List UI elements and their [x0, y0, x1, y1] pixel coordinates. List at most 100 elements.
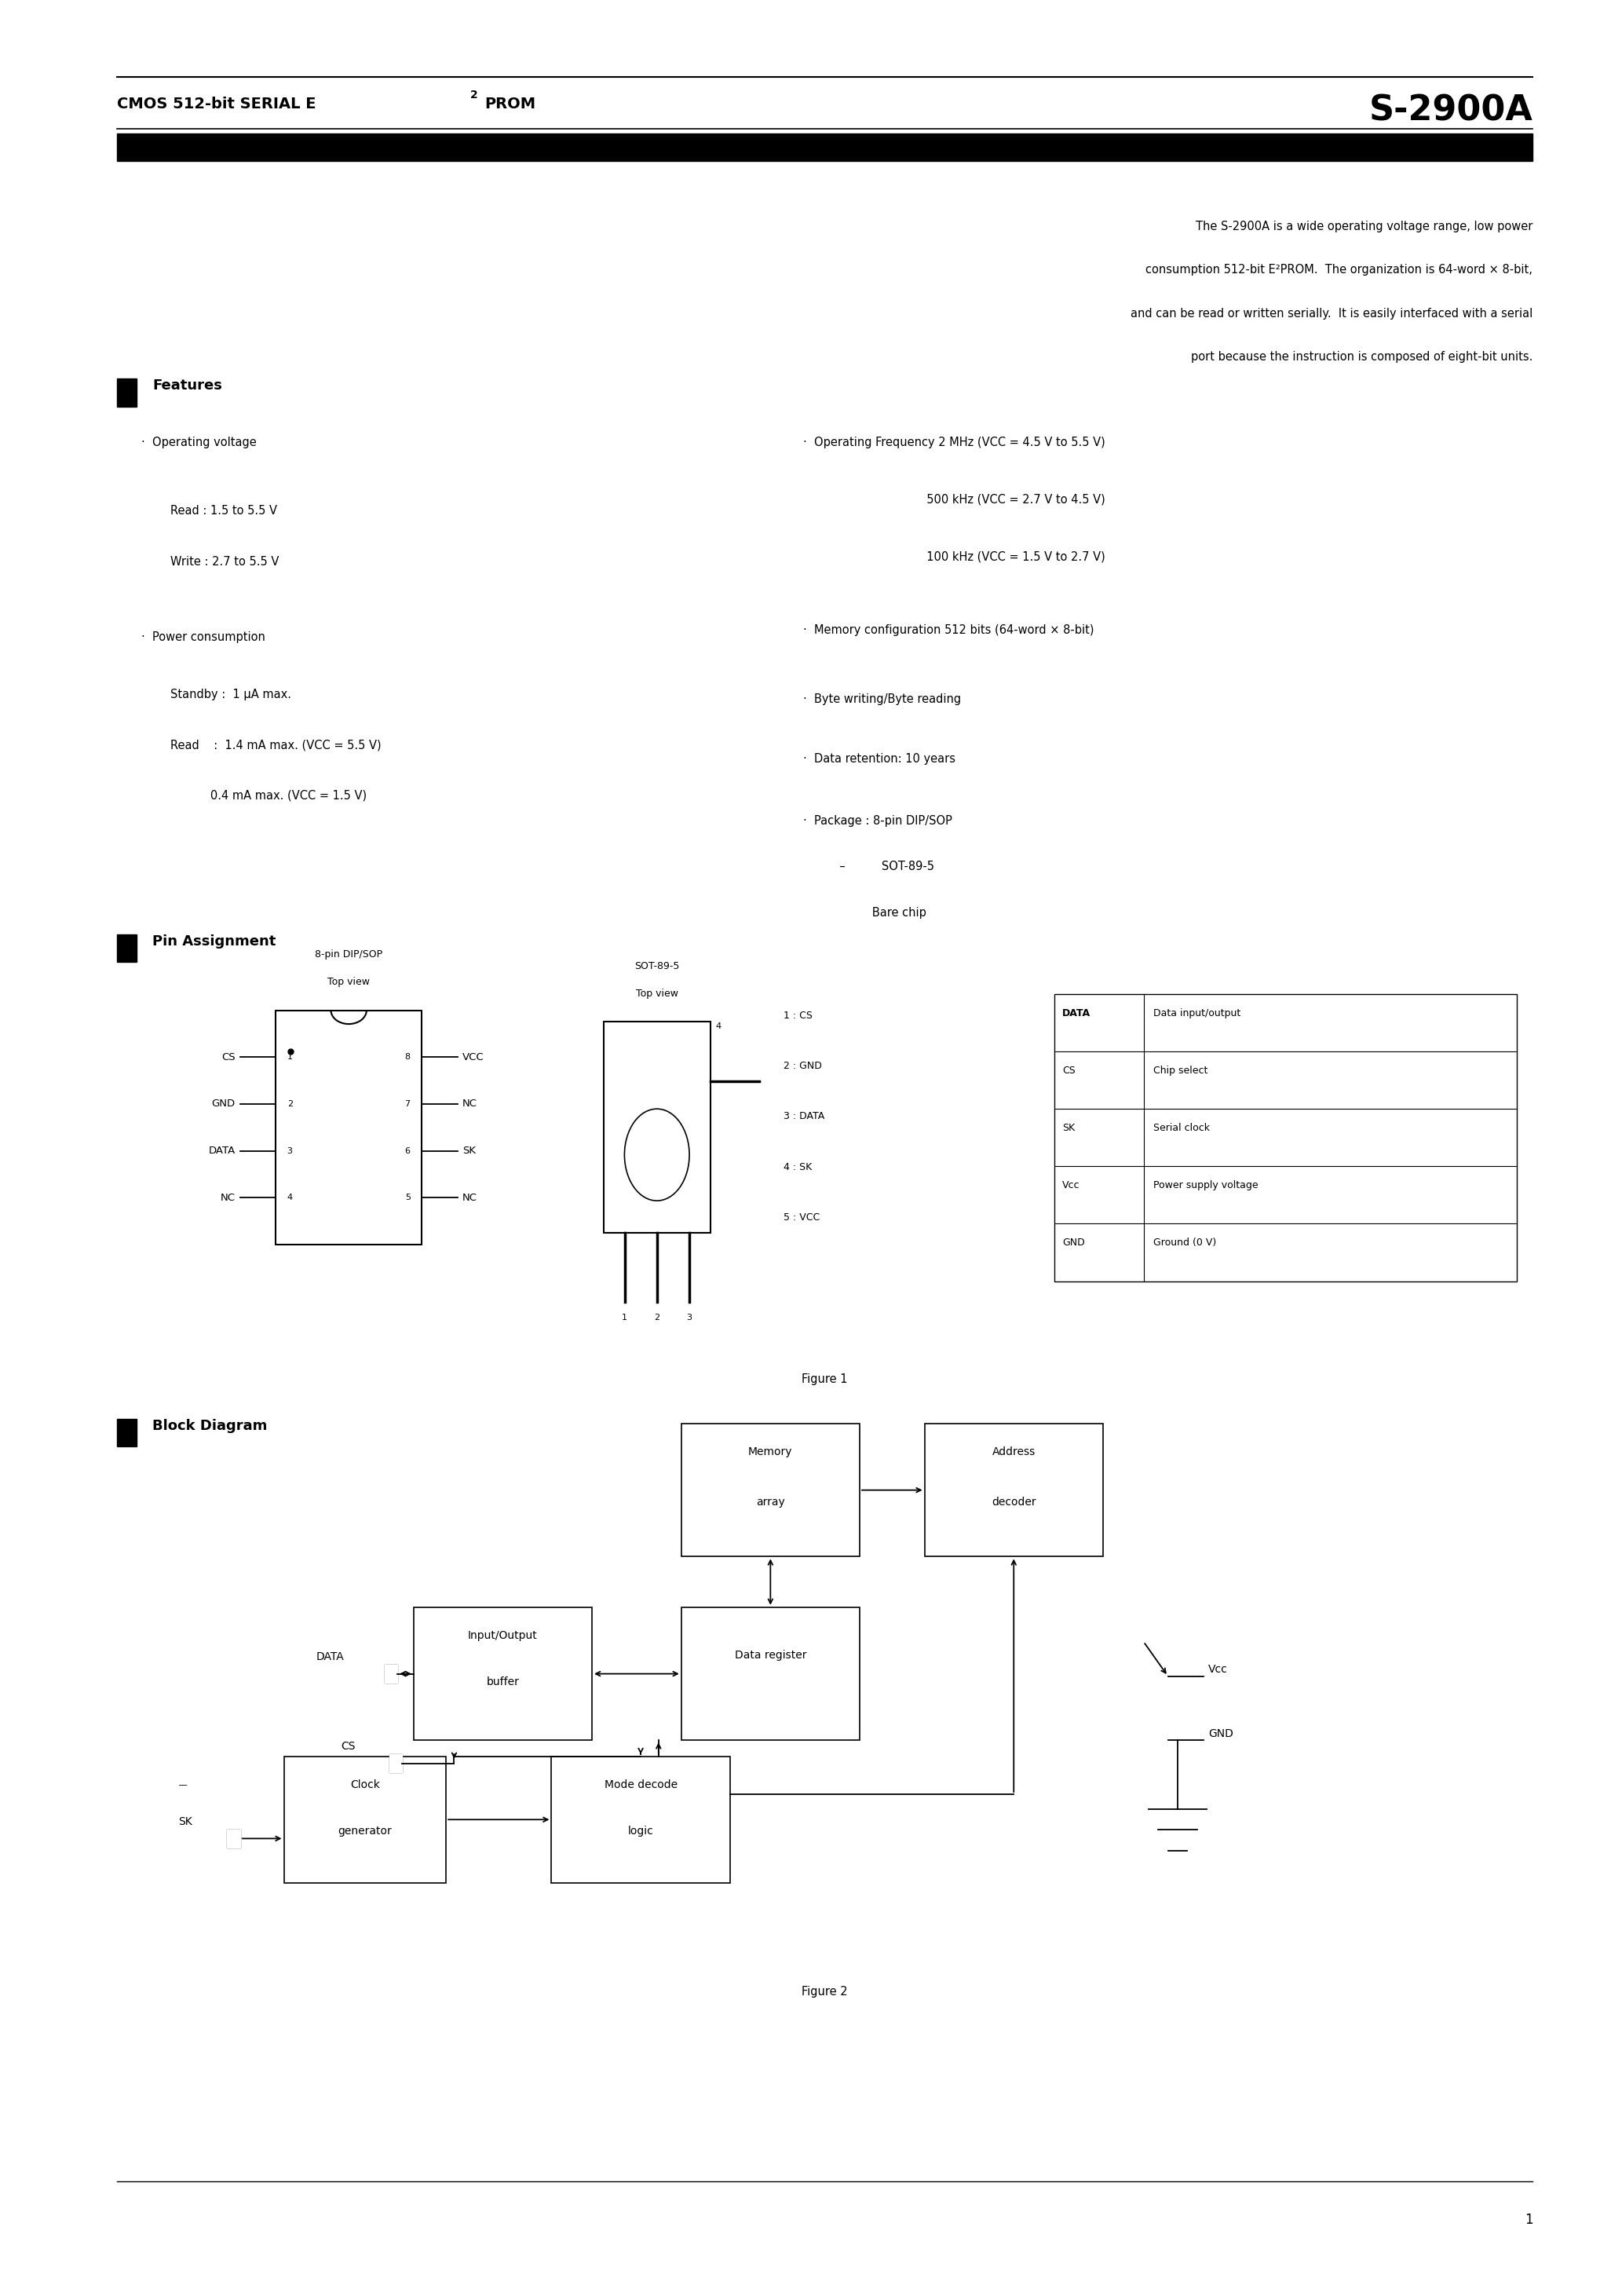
Text: Figure 1: Figure 1 — [801, 1373, 848, 1384]
Text: 7: 7 — [406, 1100, 410, 1109]
Text: CS: CS — [1062, 1065, 1075, 1075]
Text: Figure 2: Figure 2 — [801, 1986, 848, 1998]
Text: Bare chip: Bare chip — [803, 907, 926, 918]
Text: decoder: decoder — [991, 1497, 1036, 1508]
Text: port because the instruction is composed of eight-bit units.: port because the instruction is composed… — [1191, 351, 1533, 363]
Text: 6: 6 — [406, 1146, 410, 1155]
Bar — [681, 1607, 860, 1740]
Text: CS: CS — [221, 1052, 235, 1063]
Text: Address: Address — [993, 1446, 1035, 1458]
Text: SK: SK — [1062, 1123, 1075, 1132]
Text: ‾‾: ‾‾ — [178, 1784, 187, 1793]
Text: The S-2900A is a wide operating voltage range, low power: The S-2900A is a wide operating voltage … — [1195, 220, 1533, 232]
Bar — [384, 1665, 397, 1683]
Text: Top view: Top view — [636, 990, 678, 999]
Text: GND: GND — [1062, 1238, 1085, 1247]
Text: VCC: VCC — [462, 1052, 483, 1063]
Text: ·  Byte writing/Byte reading: · Byte writing/Byte reading — [803, 693, 960, 705]
Text: Features: Features — [152, 379, 222, 393]
Bar — [925, 1424, 1103, 1557]
Text: buffer: buffer — [487, 1676, 519, 1688]
Text: ·  Power consumption: · Power consumption — [141, 631, 264, 643]
Bar — [284, 1756, 446, 1883]
Bar — [117, 934, 136, 962]
Text: 5 : VCC: 5 : VCC — [783, 1212, 819, 1221]
Text: Pin Assignment: Pin Assignment — [152, 934, 276, 948]
Text: NC: NC — [221, 1192, 235, 1203]
Bar — [227, 1830, 240, 1848]
Text: Chip select: Chip select — [1153, 1065, 1208, 1075]
Bar — [384, 1665, 397, 1683]
Text: 4: 4 — [715, 1022, 722, 1031]
Text: DATA: DATA — [316, 1651, 344, 1662]
Text: 4 : SK: 4 : SK — [783, 1162, 813, 1171]
Text: 3 : DATA: 3 : DATA — [783, 1111, 824, 1120]
Text: 3: 3 — [287, 1146, 292, 1155]
Text: logic: logic — [628, 1825, 654, 1837]
Bar — [414, 1607, 592, 1740]
Bar — [276, 1010, 422, 1244]
Text: 2: 2 — [287, 1100, 292, 1109]
Text: Memory: Memory — [748, 1446, 793, 1458]
Text: 8: 8 — [406, 1054, 410, 1061]
Bar — [603, 1022, 710, 1233]
Text: GND: GND — [211, 1100, 235, 1109]
Text: Power supply voltage: Power supply voltage — [1153, 1180, 1259, 1189]
Text: PROM: PROM — [485, 96, 537, 110]
Text: 1: 1 — [1525, 2213, 1533, 2227]
Text: SK: SK — [462, 1146, 475, 1155]
Text: Mode decode: Mode decode — [603, 1779, 678, 1791]
Bar — [117, 379, 136, 406]
Bar — [681, 1424, 860, 1557]
Bar — [117, 133, 1533, 161]
Text: Standby :  1 μA max.: Standby : 1 μA max. — [141, 689, 290, 700]
Text: Serial clock: Serial clock — [1153, 1123, 1210, 1132]
Text: DATA: DATA — [1062, 1008, 1090, 1017]
Circle shape — [624, 1109, 689, 1201]
Text: Vcc: Vcc — [1062, 1180, 1080, 1189]
Text: ·  Package : 8-pin DIP/SOP: · Package : 8-pin DIP/SOP — [803, 815, 952, 827]
Text: Data input/output: Data input/output — [1153, 1008, 1241, 1017]
Text: 2 : GND: 2 : GND — [783, 1061, 822, 1070]
Text: 1 : CS: 1 : CS — [783, 1010, 813, 1019]
Text: array: array — [756, 1497, 785, 1508]
Text: GND: GND — [1208, 1729, 1233, 1738]
Text: S-2900A: S-2900A — [1369, 94, 1533, 129]
Text: 100 kHz (VCC = 1.5 V to 2.7 V): 100 kHz (VCC = 1.5 V to 2.7 V) — [803, 551, 1105, 563]
Text: SOT-89-5: SOT-89-5 — [634, 962, 680, 971]
Text: ·  Operating Frequency 2 MHz (VCC = 4.5 V to 5.5 V): · Operating Frequency 2 MHz (VCC = 4.5 V… — [803, 436, 1105, 448]
Text: Read    :  1.4 mA max. (VCC = 5.5 V): Read : 1.4 mA max. (VCC = 5.5 V) — [141, 739, 381, 751]
Text: 5: 5 — [406, 1194, 410, 1201]
Text: ·  Operating voltage: · Operating voltage — [141, 436, 256, 448]
Text: 2: 2 — [470, 90, 478, 101]
Text: 0.4 mA max. (VCC = 1.5 V): 0.4 mA max. (VCC = 1.5 V) — [141, 790, 367, 801]
Text: CS: CS — [341, 1740, 355, 1752]
Text: ·  Data retention: 10 years: · Data retention: 10 years — [803, 753, 955, 765]
Text: 1: 1 — [623, 1313, 628, 1320]
Text: CMOS 512-bit SERIAL E: CMOS 512-bit SERIAL E — [117, 96, 316, 110]
Text: Top view: Top view — [328, 978, 370, 987]
Text: Data register: Data register — [735, 1651, 806, 1660]
Bar — [551, 1756, 730, 1883]
Bar — [1054, 994, 1517, 1281]
Text: 4: 4 — [287, 1194, 292, 1201]
Text: SK: SK — [178, 1816, 193, 1828]
Text: Clock: Clock — [350, 1779, 380, 1791]
Text: Ground (0 V): Ground (0 V) — [1153, 1238, 1216, 1247]
Text: 1: 1 — [287, 1054, 292, 1061]
Bar — [389, 1754, 402, 1773]
Text: ·  Memory configuration 512 bits (64-word × 8-bit): · Memory configuration 512 bits (64-word… — [803, 625, 1093, 636]
Bar — [117, 1419, 136, 1446]
Text: NC: NC — [462, 1192, 477, 1203]
Text: Vcc: Vcc — [1208, 1665, 1228, 1674]
Text: consumption 512-bit E²PROM.  The organization is 64-word × 8-bit,: consumption 512-bit E²PROM. The organiza… — [1145, 264, 1533, 276]
Text: DATA: DATA — [208, 1146, 235, 1155]
Text: 2: 2 — [654, 1313, 660, 1320]
Text: Write : 2.7 to 5.5 V: Write : 2.7 to 5.5 V — [141, 556, 279, 567]
Text: 3: 3 — [686, 1313, 691, 1320]
Text: Read : 1.5 to 5.5 V: Read : 1.5 to 5.5 V — [141, 505, 277, 517]
Text: 8-pin DIP/SOP: 8-pin DIP/SOP — [315, 951, 383, 960]
Bar — [227, 1830, 240, 1848]
Text: NC: NC — [462, 1100, 477, 1109]
Text: 500 kHz (VCC = 2.7 V to 4.5 V): 500 kHz (VCC = 2.7 V to 4.5 V) — [803, 494, 1105, 505]
